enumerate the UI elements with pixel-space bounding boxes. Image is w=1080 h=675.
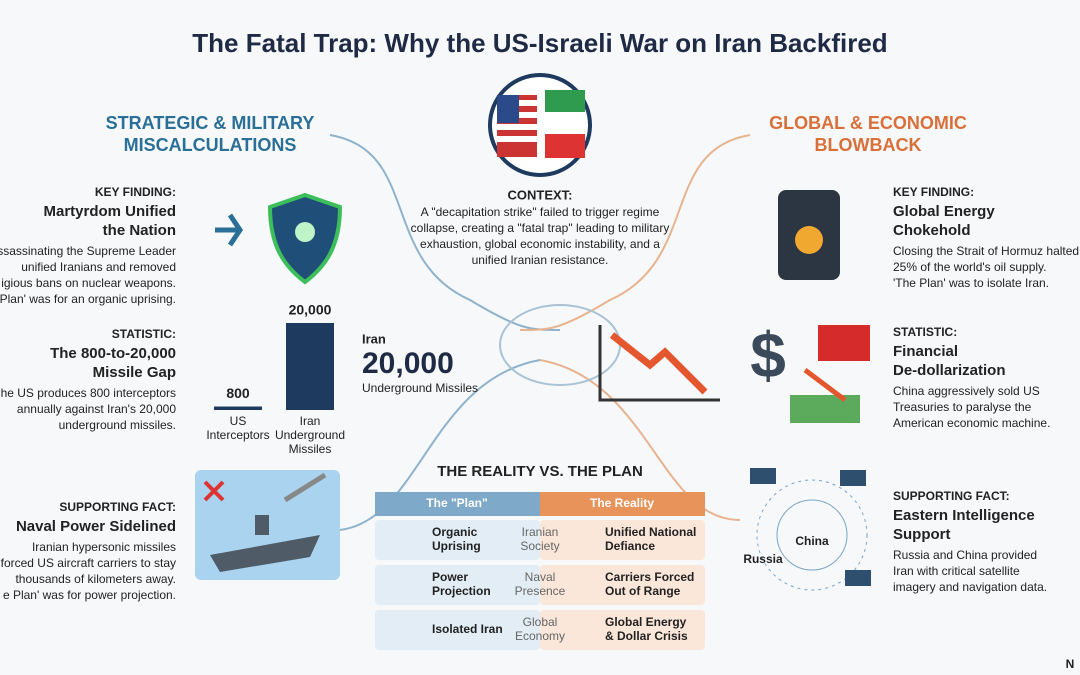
finding-label: KEY FINDING: (893, 185, 974, 199)
finding-body: Iran with critical satellite (893, 564, 1020, 578)
finding-body: 'The Plan' was to isolate Iran. (893, 276, 1049, 290)
finding-body: forced US aircraft carriers to stay (1, 556, 176, 570)
finding-body: Iranian hypersonic missiles (32, 540, 176, 554)
category-label: Underground (275, 428, 345, 442)
finding-body: annually against Iran's 20,000 (17, 402, 176, 416)
section-heading: GLOBAL & ECONOMIC (769, 113, 967, 133)
plan-cell: Projection (432, 584, 491, 598)
category-label: Missiles (289, 442, 332, 456)
shield-icon (215, 192, 343, 285)
plan-cell: Organic (432, 525, 478, 539)
finding-title: The 800-to-20,000 (50, 345, 176, 362)
finding-title: Global Energy (893, 203, 995, 220)
finding-title: Financial (893, 343, 958, 360)
finding-title: Support (893, 526, 951, 543)
domain-cell: Naval (525, 570, 556, 584)
callout-top: Iran (362, 331, 386, 346)
section-heading: BLOWBACK (815, 135, 922, 155)
flag-icon (488, 73, 592, 177)
finding-body: e Plan' was for power projection. (3, 588, 176, 602)
finding-title: Chokehold (893, 222, 971, 239)
finding-title: De-dollarization (893, 362, 1006, 379)
context-text: collapse, creating a "fatal trap" leadin… (411, 221, 670, 235)
context-text: A "decapitation strike" failed to trigge… (421, 205, 660, 219)
plan-cell: Power (432, 570, 468, 584)
section-heading: MISCALCULATIONS (124, 135, 297, 155)
satellite-icon (750, 468, 871, 591)
finding-title: Martyrdom Unified (43, 203, 176, 220)
table-header: The "Plan" (426, 496, 487, 510)
callout-number: 20,000 (362, 347, 454, 380)
value-label: 20,000 (289, 302, 332, 318)
category-label: Interceptors (206, 428, 269, 442)
finding-body: thousands of kilometers away. (15, 572, 176, 586)
connectors (329, 134, 751, 531)
reality-cell: Carriers Forced (605, 570, 694, 584)
finding-body: China aggressively sold US (893, 384, 1040, 398)
satellite-label: Russia (743, 552, 783, 566)
reality-cell: Defiance (605, 539, 655, 553)
table-header: The Reality (590, 496, 654, 510)
callout-bottom: Underground Missiles (362, 381, 478, 395)
finding-label: STATISTIC: (893, 325, 957, 339)
finding-body: Treasuries to paralyse the (893, 400, 1032, 414)
reality-cell: & Dollar Crisis (605, 629, 688, 643)
finding-body: igious bans on nuclear weapons. (1, 276, 176, 290)
dollar-icon: $ (750, 319, 870, 423)
domain-cell: Global (523, 615, 558, 629)
watermark: N (1066, 657, 1075, 671)
finding-body: 25% of the world's oil supply. (893, 260, 1046, 274)
finding-title: Eastern Intelligence (893, 507, 1035, 524)
finding-title: Missile Gap (93, 364, 176, 381)
plan-cell: Uprising (432, 539, 481, 553)
decline-chart-icon (598, 325, 720, 402)
reality-cell: Global Energy (605, 615, 687, 629)
finding-body: Russia and China provided (893, 548, 1037, 562)
domain-cell: Economy (515, 629, 565, 643)
bar (286, 323, 334, 410)
section-heading: STRATEGIC & MILITARY (106, 113, 315, 133)
value-label: 800 (226, 385, 250, 401)
finding-title: the Nation (103, 222, 176, 239)
finding-label: KEY FINDING: (95, 185, 176, 199)
domain-cell: Iranian (522, 525, 559, 539)
context-label: CONTEXT: (508, 187, 573, 202)
bar (214, 406, 262, 410)
finding-body: unified Iranians and removed (21, 260, 176, 274)
finding-label: SUPPORTING FACT: (59, 500, 176, 514)
finding-body: ssassinating the Supreme Leader (0, 244, 176, 258)
context-text: unified Iranian resistance. (472, 253, 609, 267)
finding-body: Closing the Strait of Hormuz halted (893, 244, 1079, 258)
domain-cell: Society (520, 539, 559, 553)
reality-cell: Out of Range (605, 584, 681, 598)
category-label: Iran (300, 414, 321, 428)
finding-body: imagery and navigation data. (893, 580, 1047, 594)
finding-label: SUPPORTING FACT: (893, 489, 1010, 503)
ship-icon (195, 470, 340, 580)
reality-cell: Unified National (605, 525, 696, 539)
finding-label: STATISTIC: (112, 327, 176, 341)
category-label: US (230, 414, 247, 428)
domain-cell: Presence (515, 584, 566, 598)
oil-barrel-icon (778, 190, 840, 280)
finding-body: Plan' was for an organic uprising. (0, 292, 176, 306)
context-text: exhaustion, global economic instability,… (420, 237, 660, 251)
finding-body: American economic machine. (893, 416, 1050, 430)
table-title: THE REALITY VS. THE PLAN (437, 463, 643, 480)
plan-cell: Isolated Iran (432, 622, 503, 636)
title: The Fatal Trap: Why the US-Israeli War o… (192, 28, 887, 58)
finding-body: he US produces 800 interceptors (1, 386, 176, 400)
finding-title: Naval Power Sidelined (16, 518, 176, 535)
table-frame (375, 492, 705, 650)
satellite-label: China (795, 534, 829, 548)
finding-body: underground missiles. (59, 418, 176, 432)
svg-text:$: $ (750, 319, 786, 391)
